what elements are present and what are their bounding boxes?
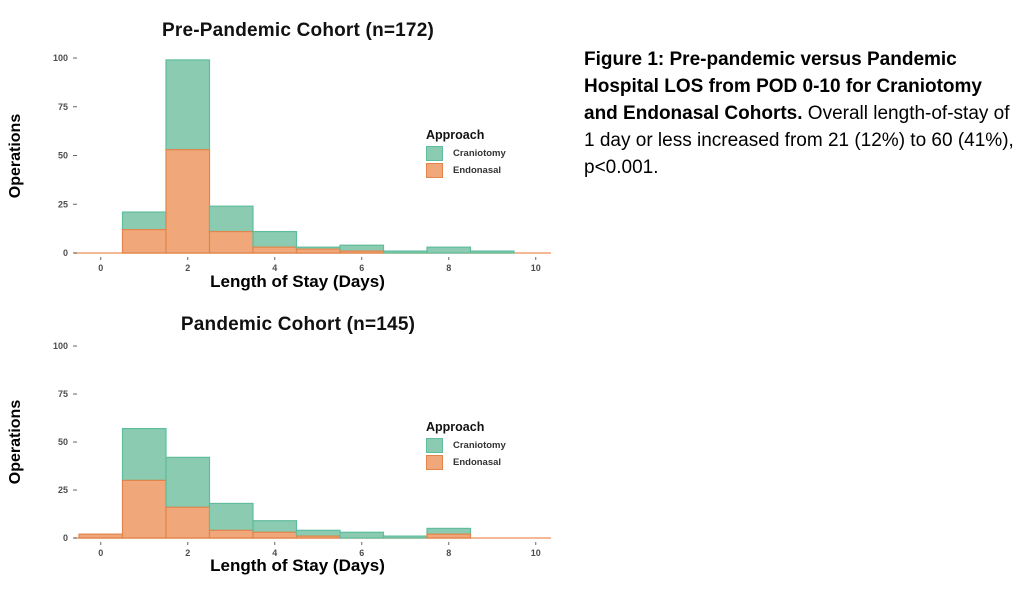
caption-body-text: Overall length-of-stay of 1 day or less …	[584, 103, 1014, 178]
craniotomy-bar-segment	[252, 230, 298, 248]
endonasal-bar-segment	[208, 230, 254, 254]
legend-title: Approach	[426, 128, 485, 142]
svg-text:2: 2	[185, 263, 190, 273]
x-axis-ticks: 0 2 4 6 8 10	[98, 542, 541, 558]
endonasal-bar-segment	[78, 533, 124, 539]
legend-item-label: Craniotomy	[453, 440, 506, 451]
approach-legend: Approach Craniotomy Endonasal	[426, 128, 506, 180]
svg-text:100: 100	[53, 53, 68, 63]
craniotomy-bar-segment	[121, 211, 167, 231]
craniotomy-color-swatch	[426, 438, 443, 453]
craniotomy-bar-segment	[121, 427, 167, 481]
endonasal-bar-segment	[339, 250, 385, 254]
craniotomy-bar-segment	[426, 527, 472, 535]
caption-bold-text: Figure 1: Pre-pandemic versus Pandemic H…	[584, 49, 982, 124]
legend-item-craniotomy: Craniotomy	[426, 146, 506, 161]
craniotomy-bar-segment	[252, 520, 298, 533]
endonasal-bar-segment	[295, 248, 341, 254]
pandemic-chart: 0 2 4 6 8 10 0 25 50 75 100 Pandemic Cohort (n=145…	[0, 306, 560, 612]
craniotomy-bar-segment	[165, 59, 211, 151]
endonasal-bar-segment	[121, 479, 167, 539]
legend-item-endonasal: Endonasal	[426, 455, 506, 470]
svg-text:25: 25	[58, 199, 68, 209]
pre-pandemic-chart: 0 2 4 6 8 10 0 25 50 75 100 Pre-Pandemic Cohort (n…	[0, 0, 560, 306]
svg-text:10: 10	[531, 548, 541, 558]
y-axis-label: Operations	[7, 113, 24, 199]
chart-title: Pandemic Cohort (n=145)	[180, 314, 416, 335]
legend-item-label: Craniotomy	[453, 148, 506, 159]
endonasal-bar-segment	[252, 246, 298, 254]
svg-text:6: 6	[359, 548, 364, 558]
svg-text:8: 8	[446, 548, 451, 558]
svg-text:2: 2	[185, 548, 190, 558]
craniotomy-bar-segment	[208, 502, 254, 531]
craniotomy-bar-segment	[165, 456, 211, 508]
legend-item-label: Endonasal	[453, 457, 502, 468]
figure-caption: Figure 1: Pre-pandemic versus Pandemic H…	[584, 46, 1020, 181]
svg-text:50: 50	[58, 151, 68, 161]
svg-text:6: 6	[359, 263, 364, 273]
endonasal-bar-segment	[165, 506, 211, 539]
endonasal-color-swatch	[426, 163, 443, 178]
svg-text:50: 50	[58, 437, 68, 447]
chart-title: Pre-Pandemic Cohort (n=172)	[162, 20, 434, 41]
craniotomy-bar-segment	[339, 244, 385, 252]
svg-text:10: 10	[531, 263, 541, 273]
craniotomy-bar-segment	[382, 535, 428, 539]
svg-text:4: 4	[272, 548, 277, 558]
craniotomy-bar-segment	[208, 205, 254, 233]
legend-item-craniotomy: Craniotomy	[426, 438, 506, 453]
legend-item-endonasal: Endonasal	[426, 163, 506, 178]
x-axis-label: Length of Stay (Days)	[210, 272, 385, 291]
approach-legend: Approach Craniotomy Endonasal	[426, 420, 506, 472]
endonasal-bar-segment	[165, 149, 211, 254]
endonasal-bar-segment	[295, 535, 341, 539]
craniotomy-bar-segment	[469, 250, 515, 254]
endonasal-bar-segment	[121, 229, 167, 254]
craniotomy-bar-segment	[426, 246, 472, 254]
svg-text:0: 0	[98, 548, 103, 558]
craniotomy-bar-segment	[339, 531, 385, 539]
svg-text:100: 100	[53, 341, 68, 351]
craniotomy-bar-segment	[382, 250, 428, 254]
svg-text:0: 0	[98, 263, 103, 273]
svg-text:0: 0	[63, 248, 68, 258]
craniotomy-bar-segment	[295, 529, 341, 537]
histogram-bars	[121, 59, 515, 254]
legend-item-label: Endonasal	[453, 165, 502, 176]
x-axis-ticks: 0 2 4 6 8 10	[98, 257, 541, 273]
endonasal-bar-segment	[208, 529, 254, 539]
craniotomy-color-swatch	[426, 146, 443, 161]
svg-text:75: 75	[58, 102, 68, 112]
endonasal-bar-segment	[426, 533, 472, 539]
x-axis-label: Length of Stay (Days)	[210, 556, 385, 575]
svg-text:25: 25	[58, 485, 68, 495]
histogram-bars	[78, 427, 472, 539]
y-axis-label: Operations	[7, 399, 24, 485]
endonasal-color-swatch	[426, 455, 443, 470]
svg-text:8: 8	[446, 263, 451, 273]
svg-text:4: 4	[272, 263, 277, 273]
y-axis-ticks: 0 25 50 75 100	[53, 341, 77, 543]
svg-text:75: 75	[58, 389, 68, 399]
endonasal-bar-segment	[252, 531, 298, 539]
y-axis-ticks: 0 25 50 75 100	[53, 53, 77, 258]
svg-text:0: 0	[63, 533, 68, 543]
legend-title: Approach	[426, 420, 485, 434]
